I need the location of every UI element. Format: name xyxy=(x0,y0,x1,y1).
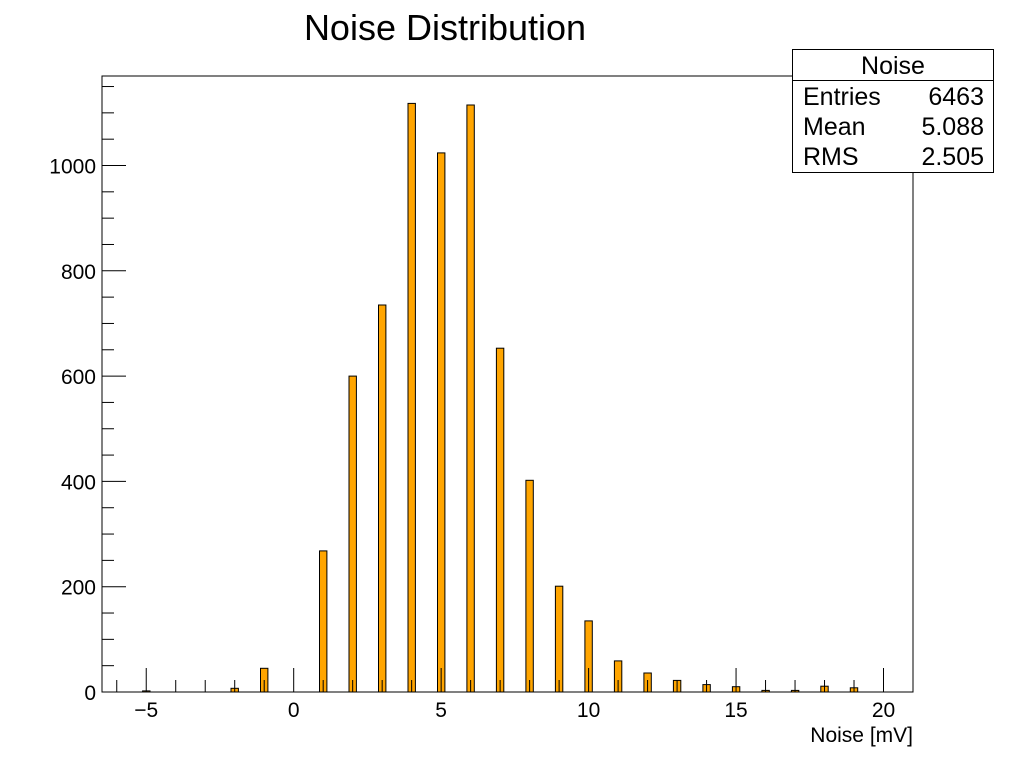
y-axis-ticks xyxy=(102,86,126,693)
x-tick-label: −5 xyxy=(134,699,158,722)
histogram-bar xyxy=(466,104,475,693)
stats-box: Noise Entries 6463 Mean 5.088 RMS 2.505 xyxy=(792,49,994,173)
histogram-bar xyxy=(348,375,357,693)
stats-value: 6463 xyxy=(928,83,984,111)
x-tick-label: 10 xyxy=(577,699,600,722)
stats-value: 5.088 xyxy=(921,113,984,141)
stats-value: 2.505 xyxy=(921,143,984,171)
y-tick-label: 200 xyxy=(61,577,96,600)
stats-label: Mean xyxy=(803,113,866,141)
x-tick-label: 20 xyxy=(872,699,895,722)
x-tick-label: 5 xyxy=(435,699,447,722)
x-axis-tick-labels: −5 0 5 10 15 20 xyxy=(134,699,895,722)
histogram-bar xyxy=(554,585,564,693)
plot-frame xyxy=(101,75,914,693)
histogram-bar xyxy=(495,347,505,693)
y-tick-label: 1000 xyxy=(49,156,96,179)
stats-title: Noise xyxy=(793,50,993,81)
x-tick-label: 0 xyxy=(288,699,300,722)
x-axis-ticks xyxy=(116,668,885,692)
stats-label: RMS xyxy=(803,143,859,171)
x-tick-label: 15 xyxy=(724,699,747,722)
y-tick-label: 600 xyxy=(61,366,96,389)
bars-group xyxy=(142,102,859,693)
stats-row-entries: Entries 6463 xyxy=(793,81,993,111)
y-tick-label: 0 xyxy=(84,682,96,705)
histogram-bar xyxy=(319,550,328,693)
y-tick-label: 800 xyxy=(61,261,96,284)
y-tick-label: 400 xyxy=(61,471,96,494)
histogram-bar xyxy=(407,102,416,693)
stats-row-rms: RMS 2.505 xyxy=(793,141,993,171)
histogram-bar xyxy=(525,479,534,693)
stats-row-mean: Mean 5.088 xyxy=(793,111,993,141)
x-axis-label: Noise [mV] xyxy=(810,724,913,747)
chart-title: Noise Distribution xyxy=(304,7,586,48)
histogram-bar xyxy=(378,304,387,693)
histogram-bar xyxy=(437,152,446,693)
y-axis-tick-labels: 0 200 400 600 800 1000 xyxy=(49,156,96,705)
stats-label: Entries xyxy=(803,83,881,111)
